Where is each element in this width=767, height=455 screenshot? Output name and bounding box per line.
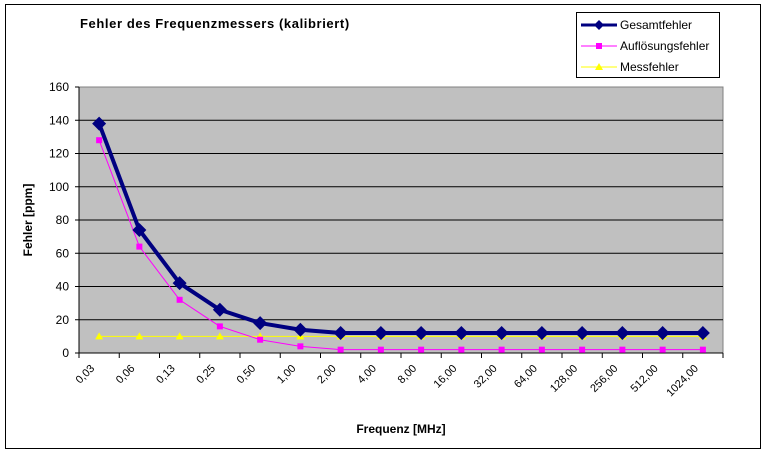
legend-label: Auflösungsfehler <box>620 39 710 53</box>
x-axis-title: Frequenz [MHz] <box>356 422 446 436</box>
chart-title: Fehler des Frequenzmessers (kalibriert) <box>80 16 350 31</box>
square-marker-icon <box>581 43 617 49</box>
diamond-marker-icon <box>581 20 617 30</box>
legend-item-messfehler: Messfehler <box>577 58 679 76</box>
y-axis-title: Fehler [ppm] <box>21 183 35 257</box>
triangle-marker-icon <box>581 63 617 70</box>
legend-item-gesamtfehler: Gesamtfehler <box>577 16 692 34</box>
legend-label: Messfehler <box>620 60 679 74</box>
legend-label: Gesamtfehler <box>620 18 693 32</box>
legend: Gesamtfehler Auflösungsfehler Messfehler <box>576 12 720 78</box>
legend-item-aufloesungsfehler: Auflösungsfehler <box>577 37 709 55</box>
